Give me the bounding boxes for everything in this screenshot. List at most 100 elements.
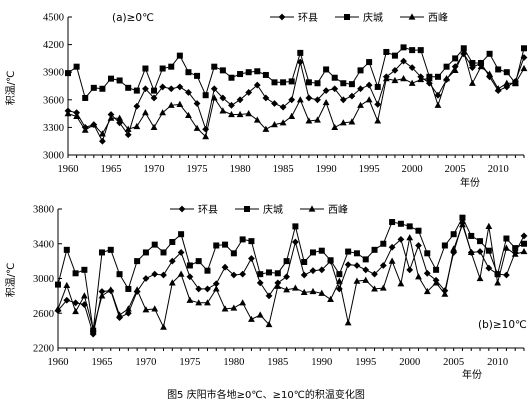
- x-tick-label: 1990: [311, 357, 332, 368]
- data-point: [133, 286, 141, 293]
- data-point: [73, 109, 81, 117]
- legend-label: 西峰: [328, 204, 348, 216]
- x-tick-label: 1970: [135, 357, 156, 368]
- data-point: [443, 63, 450, 70]
- data-point: [82, 94, 89, 101]
- data-point: [107, 286, 115, 293]
- data-point: [415, 227, 422, 234]
- data-point: [116, 271, 123, 278]
- data-point: [257, 271, 264, 278]
- y-tick-label: 4200: [43, 40, 64, 51]
- x-tick-label: 1985: [273, 164, 294, 175]
- data-point: [468, 232, 475, 239]
- data-point: [142, 306, 150, 313]
- data-point: [274, 282, 282, 289]
- data-point: [443, 75, 450, 82]
- data-point: [90, 84, 97, 91]
- data-point: [81, 126, 89, 133]
- data-point: [348, 118, 356, 125]
- data-point: [339, 96, 347, 104]
- data-point: [434, 101, 442, 108]
- legend-marker: [178, 205, 186, 213]
- data-point: [116, 77, 123, 84]
- data-point: [365, 81, 373, 89]
- legend-item: 庆城: [335, 11, 383, 24]
- data-point: [212, 285, 220, 292]
- data-point: [485, 264, 493, 272]
- data-point: [353, 277, 361, 284]
- data-point: [503, 79, 511, 86]
- x-tick-label: 1980: [223, 357, 244, 368]
- data-point: [81, 266, 88, 273]
- series-triangle: [64, 48, 528, 140]
- data-point: [309, 249, 316, 256]
- legend-label: 环县: [298, 12, 318, 24]
- chart-panel-a: 3000 3300 3600 3900 4200 4500 1960 1965 1970 1975…: [5, 11, 528, 189]
- data-point: [406, 223, 413, 230]
- data-point: [371, 246, 378, 253]
- x-axis-title: 年份: [462, 368, 482, 381]
- data-point: [124, 125, 132, 132]
- data-point: [248, 315, 255, 322]
- data-point: [230, 250, 237, 257]
- data-point: [176, 52, 183, 59]
- x-axis-title: 年份: [460, 176, 480, 189]
- data-point: [406, 234, 414, 241]
- data-point: [520, 64, 528, 72]
- legend-marker: [244, 206, 250, 212]
- data-point: [160, 249, 167, 256]
- data-point: [239, 299, 247, 306]
- data-point: [397, 280, 405, 287]
- legend-item: 庆城: [235, 203, 283, 216]
- data-point: [486, 70, 493, 77]
- data-point: [486, 50, 493, 57]
- data-point: [366, 59, 373, 66]
- data-point: [80, 301, 88, 308]
- data-point: [202, 125, 210, 133]
- data-point: [236, 96, 244, 104]
- legend-item: 西峰: [400, 12, 448, 24]
- data-point: [262, 94, 270, 102]
- data-point: [459, 214, 466, 221]
- data-point: [432, 279, 440, 286]
- data-point: [63, 296, 71, 304]
- data-point: [210, 94, 218, 101]
- data-point: [441, 242, 448, 249]
- data-point: [503, 235, 510, 242]
- data-point: [90, 121, 98, 128]
- data-point: [142, 85, 149, 93]
- data-point: [168, 63, 175, 70]
- data-point: [283, 286, 291, 293]
- data-point: [72, 270, 79, 277]
- data-point: [409, 47, 416, 54]
- data-point: [168, 257, 176, 265]
- data-point: [417, 75, 425, 83]
- data-point: [248, 255, 255, 262]
- data-point: [305, 117, 313, 124]
- data-point: [65, 70, 71, 77]
- data-point: [108, 75, 115, 82]
- y-tick-label: 3400: [33, 239, 54, 250]
- x-tick-label: 2005: [443, 357, 464, 368]
- data-point: [228, 110, 235, 118]
- data-point: [98, 288, 106, 295]
- data-point: [520, 232, 528, 240]
- data-point: [291, 284, 299, 291]
- data-point: [415, 273, 422, 280]
- data-point: [266, 269, 273, 276]
- data-point: [371, 270, 378, 278]
- data-point: [237, 71, 244, 78]
- data-point: [288, 112, 296, 119]
- data-point: [176, 100, 184, 107]
- data-point: [265, 320, 273, 328]
- data-point: [503, 69, 510, 76]
- legend-item: 西峰: [300, 204, 348, 216]
- data-point: [210, 85, 218, 93]
- x-tick-label: 1975: [187, 164, 208, 175]
- data-point: [374, 83, 381, 90]
- data-point: [503, 244, 510, 251]
- data-point: [296, 58, 304, 66]
- data-point: [309, 287, 317, 295]
- data-point: [99, 85, 106, 92]
